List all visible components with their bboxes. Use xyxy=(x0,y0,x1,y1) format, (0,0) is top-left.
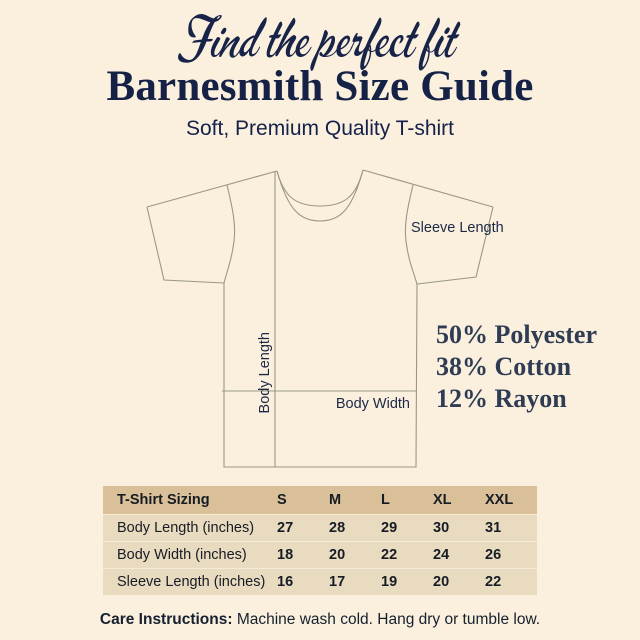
svg-text:38% Cotton: 38% Cotton xyxy=(436,352,572,381)
svg-text:Body Length: Body Length xyxy=(257,332,273,413)
svg-text:12% Rayon: 12% Rayon xyxy=(436,384,567,413)
svg-text:50% Polyester: 50% Polyester xyxy=(436,320,597,349)
svg-text:Body Width: Body Width xyxy=(336,396,410,412)
svg-text:Sleeve Length: Sleeve Length xyxy=(411,220,504,236)
